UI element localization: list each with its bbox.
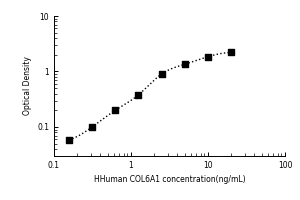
Point [159, 72, 164, 76]
Y-axis label: Optical Density: Optical Density [22, 57, 32, 115]
Point [229, 51, 234, 54]
Point [206, 55, 210, 58]
X-axis label: HHuman COL6A1 concentration(ng/mL): HHuman COL6A1 concentration(ng/mL) [94, 175, 245, 184]
Point [90, 125, 94, 129]
Point [67, 139, 71, 142]
Point [136, 93, 141, 96]
Point [182, 63, 187, 66]
Point [113, 109, 118, 112]
